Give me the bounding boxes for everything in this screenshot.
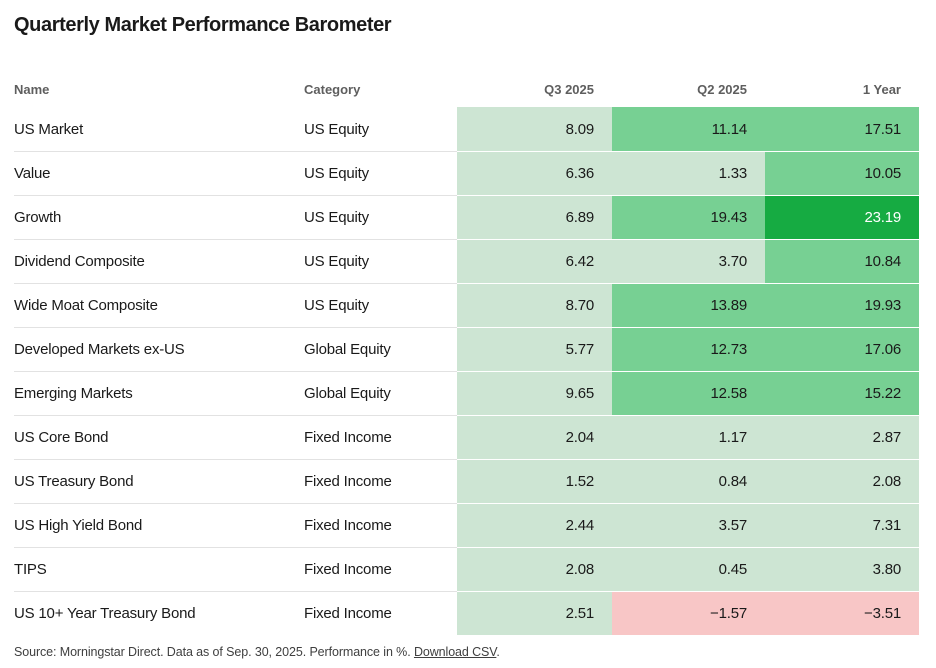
row-name: Wide Moat Composite xyxy=(14,283,304,327)
row-name: Dividend Composite xyxy=(14,239,304,283)
row-category: US Equity xyxy=(304,283,457,327)
row-category: Global Equity xyxy=(304,327,457,371)
cell-1-year: 2.87 xyxy=(765,415,919,459)
cell-1-year: 17.51 xyxy=(765,107,919,151)
row-name: Developed Markets ex-US xyxy=(14,327,304,371)
page-title: Quarterly Market Performance Barometer xyxy=(14,14,392,36)
cell-q3-2025: 2.44 xyxy=(457,503,612,547)
cell-q3-2025: 6.89 xyxy=(457,195,612,239)
table-header: Name Category Q3 2025 Q2 2025 1 Year xyxy=(14,71,919,107)
row-category: Fixed Income xyxy=(304,459,457,503)
row-category: Fixed Income xyxy=(304,591,457,635)
heatmap-table: US Market US Equity 8.09 11.14 17.51 Val… xyxy=(14,107,919,635)
cell-1-year: 2.08 xyxy=(765,459,919,503)
cell-q2-2025: 3.57 xyxy=(612,503,765,547)
row-name: Emerging Markets xyxy=(14,371,304,415)
source-text-suffix: . xyxy=(496,645,500,659)
column-header-q2-2025: Q2 2025 xyxy=(697,82,747,97)
cell-q3-2025: 8.09 xyxy=(457,107,612,151)
row-category: Fixed Income xyxy=(304,547,457,591)
row-category: US Equity xyxy=(304,151,457,195)
cell-1-year: 19.93 xyxy=(765,283,919,327)
row-name: US High Yield Bond xyxy=(14,503,304,547)
source-note: Source: Morningstar Direct. Data as of S… xyxy=(14,645,936,659)
cell-q3-2025: 1.52 xyxy=(457,459,612,503)
row-category: Global Equity xyxy=(304,371,457,415)
cell-1-year: 10.05 xyxy=(765,151,919,195)
cell-q3-2025: 2.04 xyxy=(457,415,612,459)
column-header-1-year: 1 Year xyxy=(862,82,901,97)
cell-q3-2025: 2.51 xyxy=(457,591,612,635)
cell-q3-2025: 6.42 xyxy=(457,239,612,283)
column-header-q3-2025: Q3 2025 xyxy=(544,82,594,97)
cell-1-year: 7.31 xyxy=(765,503,919,547)
cell-q3-2025: 2.08 xyxy=(457,547,612,591)
row-category: US Equity xyxy=(304,121,369,138)
row-category: Fixed Income xyxy=(304,503,457,547)
row-name: Value xyxy=(14,151,304,195)
row-category: Fixed Income xyxy=(304,415,457,459)
cell-1-year: −3.51 xyxy=(765,591,919,635)
cell-q2-2025: −1.57 xyxy=(612,591,765,635)
column-header-category: Category xyxy=(304,82,361,97)
column-header-name: Name xyxy=(14,82,50,97)
cell-1-year: 3.80 xyxy=(765,547,919,591)
cell-1-year: 23.19 xyxy=(765,195,919,239)
cell-q2-2025: 19.43 xyxy=(612,195,765,239)
cell-q2-2025: 1.17 xyxy=(612,415,765,459)
row-name: Growth xyxy=(14,195,304,239)
cell-q3-2025: 6.36 xyxy=(457,151,612,195)
cell-q2-2025: 0.45 xyxy=(612,547,765,591)
cell-1-year: 15.22 xyxy=(765,371,919,415)
cell-q2-2025: 13.89 xyxy=(612,283,765,327)
cell-q2-2025: 12.73 xyxy=(612,327,765,371)
cell-q2-2025: 12.58 xyxy=(612,371,765,415)
cell-q2-2025: 0.84 xyxy=(612,459,765,503)
row-name: US 10+ Year Treasury Bond xyxy=(14,591,304,635)
cell-q3-2025: 9.65 xyxy=(457,371,612,415)
cell-1-year: 17.06 xyxy=(765,327,919,371)
cell-q3-2025: 8.70 xyxy=(457,283,612,327)
source-text: Source: Morningstar Direct. Data as of S… xyxy=(14,645,414,659)
row-category: US Equity xyxy=(304,239,457,283)
cell-q3-2025: 5.77 xyxy=(457,327,612,371)
download-csv-link[interactable]: Download CSV xyxy=(413,645,497,659)
cell-q2-2025: 3.70 xyxy=(612,239,765,283)
row-name: US Core Bond xyxy=(14,415,304,459)
row-name: US Treasury Bond xyxy=(14,459,304,503)
cell-q2-2025: 1.33 xyxy=(612,151,765,195)
row-name: US Market xyxy=(14,121,84,138)
cell-q2-2025: 11.14 xyxy=(612,107,765,151)
row-category: US Equity xyxy=(304,195,457,239)
row-name: TIPS xyxy=(14,547,304,591)
cell-1-year: 10.84 xyxy=(765,239,919,283)
